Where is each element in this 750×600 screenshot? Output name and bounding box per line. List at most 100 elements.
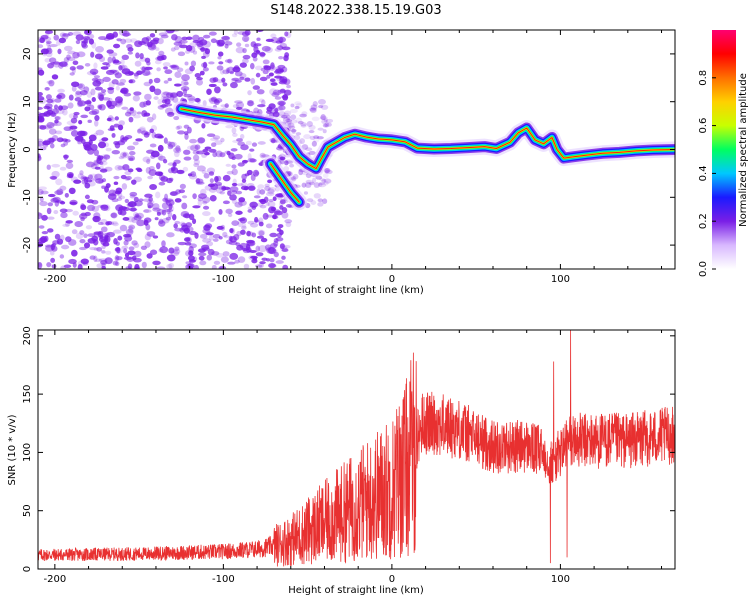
spectrum-blob [172, 96, 179, 103]
spectrum-blob [141, 66, 146, 73]
spectrum-blob [193, 163, 200, 168]
spectrum-blob [122, 152, 127, 157]
spectrum-blob [121, 245, 129, 250]
spectrum-blob [306, 198, 314, 203]
spectrum-blob [201, 123, 206, 129]
spectrum-blob [74, 221, 83, 228]
spectrum-blob [92, 80, 102, 87]
spectrum-blob [254, 65, 263, 71]
spectrum-blob [73, 111, 80, 116]
spectrum-blob [272, 111, 280, 118]
spectrum-blob [133, 114, 141, 119]
spectrum-blob [79, 170, 84, 176]
spectrum-blob [38, 212, 43, 217]
spectrum-blob [114, 72, 122, 79]
spectrum-blob [279, 205, 284, 210]
spectrum-blob [170, 30, 180, 33]
spectrum-blob [194, 97, 201, 103]
x-tick-label: -200 [44, 274, 67, 285]
spectrum-blob [45, 40, 52, 45]
spectrum-blob [119, 78, 127, 84]
spectrum-blob [267, 179, 273, 184]
spectrum-blob [229, 71, 234, 75]
spectrum-blob [68, 258, 77, 265]
spectrum-blob [261, 99, 266, 106]
spectrum-blob [124, 235, 133, 242]
x-tick-label: 0 [389, 574, 395, 585]
spectrum-blob [166, 177, 173, 184]
spectrum-blob [254, 219, 260, 223]
spectrum-blob [227, 213, 233, 218]
spectrum-blob [147, 175, 154, 180]
spectrum-blob [250, 41, 257, 48]
spectrum-blob [146, 253, 153, 259]
spectrum-blob [219, 68, 225, 75]
spectrum-blob [246, 249, 252, 253]
spectrum-blob [236, 42, 242, 47]
spectrum-blob [141, 261, 147, 269]
spectrum-blob [311, 116, 320, 122]
spectrum-blob [272, 196, 277, 202]
spectrum-blob [114, 96, 123, 104]
spectrum-blob [121, 106, 129, 110]
spectrum-blob [188, 97, 195, 104]
spectrum-blob [259, 51, 266, 58]
spectrum-blob [38, 186, 47, 191]
spectrum-blob [313, 193, 321, 199]
spectrum-blob [164, 208, 174, 213]
spectrum-blob [176, 169, 185, 174]
spectrum-blob [156, 55, 165, 61]
spectrum-blob [38, 189, 44, 195]
spectrum-blob [280, 158, 285, 165]
spectrum-blob [148, 169, 157, 177]
spectrum-blob [86, 199, 94, 204]
spectrum-blob [143, 100, 148, 108]
spectrum-blob [257, 141, 266, 145]
spectrum-blob [256, 235, 265, 239]
spectrum-blob [277, 155, 284, 161]
spectrum-blob [256, 89, 265, 95]
spectrum-blob [123, 248, 128, 254]
spectrum-blob [250, 77, 256, 85]
spectrum-blob [79, 90, 88, 96]
spectrogram-ylabel: Frequency (Hz) [7, 112, 18, 188]
spectrum-blob [252, 169, 260, 177]
spectrum-blob [56, 94, 62, 99]
spectrum-blob [246, 230, 251, 237]
spectrum-blob [258, 245, 267, 253]
spectrum-blob [270, 138, 276, 144]
spectrum-blob [129, 107, 134, 112]
spectrum-blob [182, 88, 188, 95]
spectrum-blob [268, 262, 276, 269]
spectrum-blob [199, 233, 208, 239]
spectrum-blob [209, 216, 215, 223]
spectrum-blob [278, 111, 286, 116]
spectrum-blob [38, 44, 44, 49]
spectrum-blob [199, 260, 207, 266]
spectrum-blob [120, 58, 125, 66]
spectrum-blob [135, 52, 140, 59]
spectrum-blob [305, 147, 313, 151]
spectrum-blob [320, 104, 329, 110]
spectrum-blob [45, 47, 53, 55]
spectrum-blob [48, 193, 56, 198]
spectrum-blob [49, 250, 55, 256]
spectrum-blob [163, 80, 169, 84]
spectrum-blob [186, 236, 192, 244]
spectrum-blob [54, 116, 60, 121]
spectrum-blob [189, 65, 195, 72]
spectrum-blob [192, 50, 198, 55]
spectrum-blob [56, 238, 64, 245]
spectrum-blob [229, 194, 237, 201]
spectrum-blob [252, 56, 258, 62]
spectrum-blob [124, 171, 132, 176]
spectrum-blob [174, 227, 183, 232]
spectrum-blob [272, 89, 282, 96]
spectrum-blob [143, 132, 150, 138]
spectrum-blob [266, 74, 271, 79]
spectrum-blob [174, 246, 180, 252]
spectrum-blob [144, 66, 153, 70]
spectrum-blob [195, 181, 205, 185]
spectrum-blob [132, 95, 140, 102]
spectrum-blob [122, 30, 130, 37]
